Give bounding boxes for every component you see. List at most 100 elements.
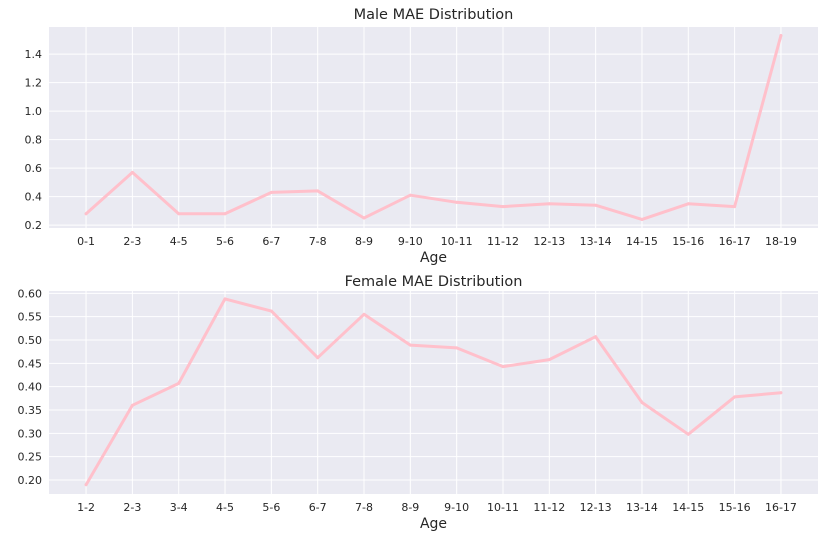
x-tick-label: 15-16 [719,501,751,514]
data-point [177,212,181,216]
series-line [84,297,783,487]
data-point [733,395,737,399]
data-point [733,205,737,209]
y-tick-label: 1.2 [25,77,43,90]
gridlines [49,27,818,228]
y-tick-label: 1.4 [25,48,43,61]
x-tick-label: 12-13 [580,501,612,514]
data-point [594,203,598,207]
data-point [362,216,366,220]
plot-area [49,27,818,228]
y-tick-label: 0.45 [18,357,43,370]
female-mae-chart: Female MAE Distribution 0.20 0.25 0.30 0.35… [18,274,818,532]
x-tick-label: 9-10 [444,501,469,514]
x-tick-label: 16-17 [719,235,751,248]
series-line [84,34,783,221]
x-tick-label: 13-14 [626,501,658,514]
x-tick-label: 4-5 [170,235,188,248]
y-tick-label: 0.30 [18,427,43,440]
x-ticks: 0-1 2-3 4-5 5-6 6-7 7-8 8-9 9-10 10-11 11-12 12-13… [77,235,797,248]
series-layer [84,34,783,221]
x-tick-label: 8-9 [401,501,419,514]
data-point [84,483,88,487]
data-point [316,189,320,193]
x-tick-label: 5-6 [262,501,280,514]
y-ticks: 0.20 0.25 0.30 0.35 0.40 0.45 0.50 0.55 0.60 [18,287,43,487]
x-tick-label: 15-16 [672,235,704,248]
data-point [362,312,366,316]
data-point [84,212,88,216]
x-tick-label: 10-11 [441,235,473,248]
x-tick-label: 9-10 [398,235,423,248]
y-tick-label: 0.50 [18,334,43,347]
y-tick-label: 0.60 [18,287,43,300]
x-tick-label: 7-8 [309,235,327,248]
data-point [408,193,412,197]
chart-title: Male MAE Distribution [354,7,514,23]
chart-title: Female MAE Distribution [345,274,523,290]
y-tick-label: 0.20 [18,474,43,487]
x-tick-label: 14-15 [672,501,704,514]
x-tick-label: 4-5 [216,501,234,514]
data-point [547,202,551,206]
x-tick-label: 16-17 [765,501,797,514]
data-point [408,343,412,347]
x-tick-label: 6-7 [262,235,280,248]
y-tick-label: 0.6 [25,162,43,175]
data-point [547,358,551,362]
data-point [501,205,505,209]
data-point [130,170,134,174]
x-tick-label: 10-11 [487,501,519,514]
x-tick-label: 6-7 [309,501,327,514]
x-tick-label: 18-19 [765,235,797,248]
y-tick-label: 0.55 [18,311,43,324]
x-axis-label: Age [420,250,447,266]
plot-area [49,291,818,494]
data-point [223,297,227,301]
x-tick-label: 7-8 [355,501,373,514]
data-point [269,309,273,313]
x-tick-label: 0-1 [77,235,95,248]
x-tick-label: 5-6 [216,235,234,248]
data-point [640,217,644,221]
data-point [316,356,320,360]
data-point [779,34,783,38]
x-tick-label: 2-3 [123,501,141,514]
x-tick-label: 2-3 [123,235,141,248]
data-point [130,403,134,407]
data-point [640,401,644,405]
data-point [455,346,459,350]
x-tick-label: 1-2 [77,501,95,514]
x-ticks: 1-2 2-3 3-4 4-5 5-6 6-7 7-8 8-9 9-10 10-11 11-12 12… [77,501,797,514]
x-tick-label: 14-15 [626,235,658,248]
x-tick-label: 13-14 [580,235,612,248]
data-point [269,190,273,194]
x-tick-label: 3-4 [170,501,188,514]
gridlines [49,291,818,494]
male-mae-chart: Male MAE Distribution 0.2 0.4 0.6 0.8 1.0 1.2… [25,7,818,266]
data-point [779,391,783,395]
series-layer [84,297,783,487]
x-axis-label: Age [420,516,447,532]
data-point [594,335,598,339]
data-point [177,381,181,385]
data-point [455,200,459,204]
x-tick-label: 11-12 [533,501,565,514]
data-point [686,432,690,436]
y-tick-label: 0.40 [18,381,43,394]
data-point [223,212,227,216]
data-point [686,202,690,206]
y-tick-label: 0.35 [18,404,43,417]
x-tick-label: 8-9 [355,235,373,248]
y-tick-label: 0.4 [25,191,43,204]
data-point [501,365,505,369]
x-tick-label: 12-13 [533,235,565,248]
y-tick-label: 0.8 [25,134,43,147]
y-tick-label: 0.25 [18,451,43,464]
y-tick-label: 1.0 [25,105,43,118]
x-tick-label: 11-12 [487,235,519,248]
y-tick-label: 0.2 [25,219,43,232]
y-ticks: 0.2 0.4 0.6 0.8 1.0 1.2 1.4 [25,48,43,232]
